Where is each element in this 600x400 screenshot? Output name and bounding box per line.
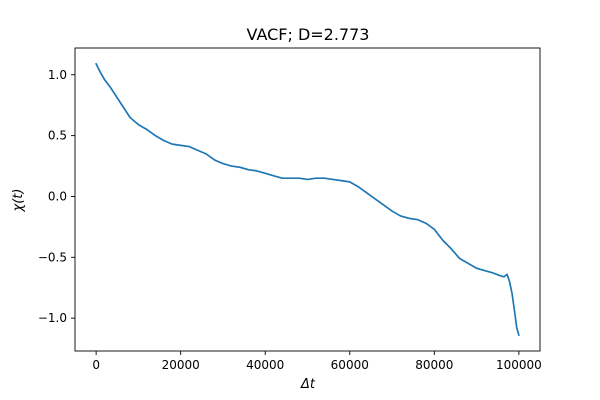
- x-tick-label: 100000: [496, 358, 542, 372]
- x-tick-label: 60000: [331, 358, 369, 372]
- y-tick-label: 0.5: [48, 129, 67, 143]
- x-tick-label: 20000: [162, 358, 200, 372]
- plot-area: [74, 47, 541, 352]
- chart-title: VACF; D=2.773: [247, 25, 370, 44]
- y-tick-label: −0.5: [38, 250, 67, 264]
- x-tick-label: 0: [92, 358, 100, 372]
- x-axis-label: Δt: [300, 377, 316, 392]
- axes-frame: [74, 47, 541, 352]
- x-tick-label: 80000: [415, 358, 453, 372]
- y-tick-label: 1.0: [48, 68, 67, 82]
- series-line-0: [95, 62, 520, 337]
- y-tick-label: 0.0: [48, 189, 67, 203]
- x-tick-label: 40000: [246, 358, 284, 372]
- x-axis-ticks: 0 20000 40000 60000 80000 100000: [92, 351, 542, 372]
- y-axis-ticks: 1.0 0.5 0.0 −0.5 −1.0: [38, 68, 75, 325]
- y-axis-label: χ(t): [11, 189, 26, 213]
- y-tick-label: −1.0: [38, 311, 67, 325]
